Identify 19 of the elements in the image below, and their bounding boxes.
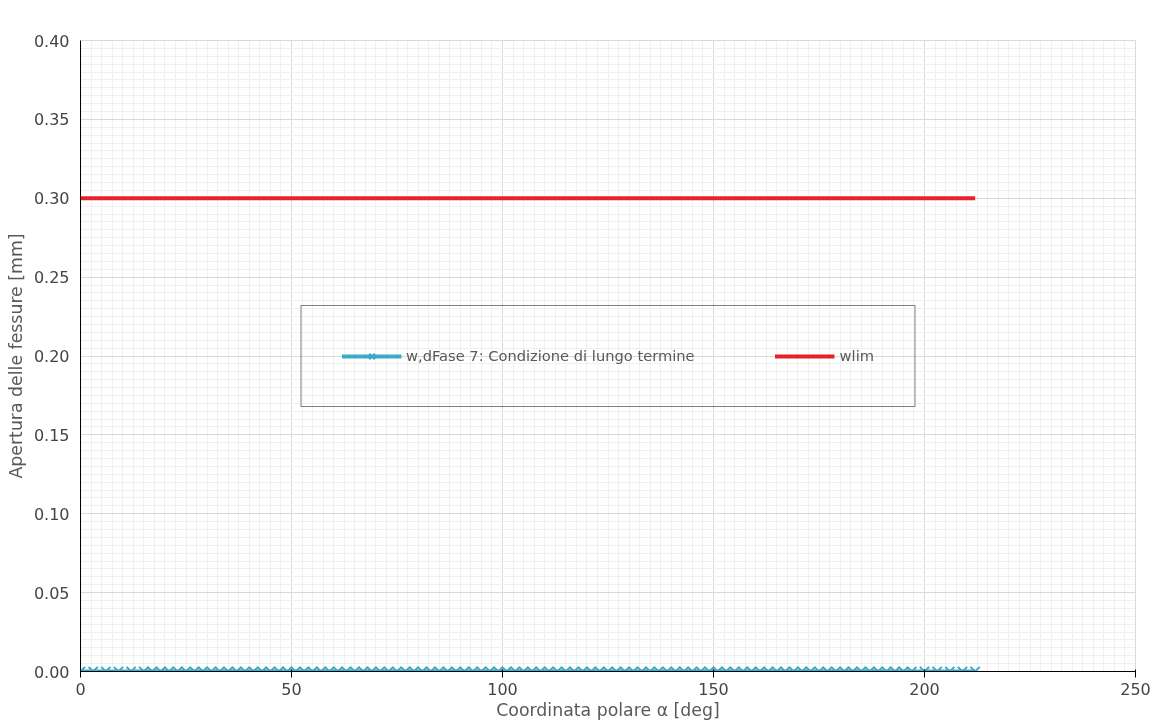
y-tick-label: 0.35 bbox=[33, 110, 70, 130]
y-tick-label: 0.05 bbox=[33, 583, 70, 603]
y-tick-label: 0.30 bbox=[33, 189, 70, 209]
y-tick-label: 0.15 bbox=[33, 425, 70, 445]
x-tick-label: 250 bbox=[1120, 679, 1151, 699]
y-tick-label: 0.10 bbox=[33, 504, 70, 524]
x-tick-label: 200 bbox=[909, 679, 940, 699]
x-tick-label: 150 bbox=[698, 679, 729, 699]
x-tick-label: 50 bbox=[281, 679, 302, 699]
legend-label: w,dFase 7: Condizione di lungo termine bbox=[405, 347, 695, 364]
y-axis-title: Apertura delle fessure [mm] bbox=[5, 233, 26, 479]
legend-label: wlim bbox=[839, 347, 875, 364]
y-tick-label: 0.25 bbox=[33, 268, 70, 288]
x-tick-label: 100 bbox=[487, 679, 518, 699]
x-tick-label: 0 bbox=[75, 679, 86, 699]
y-tick-label: 0.00 bbox=[33, 662, 70, 682]
x-axis-title: Coordinata polare α [deg] bbox=[496, 699, 720, 720]
y-tick-label: 0.40 bbox=[33, 31, 70, 51]
y-tick-label: 0.20 bbox=[33, 347, 70, 366]
